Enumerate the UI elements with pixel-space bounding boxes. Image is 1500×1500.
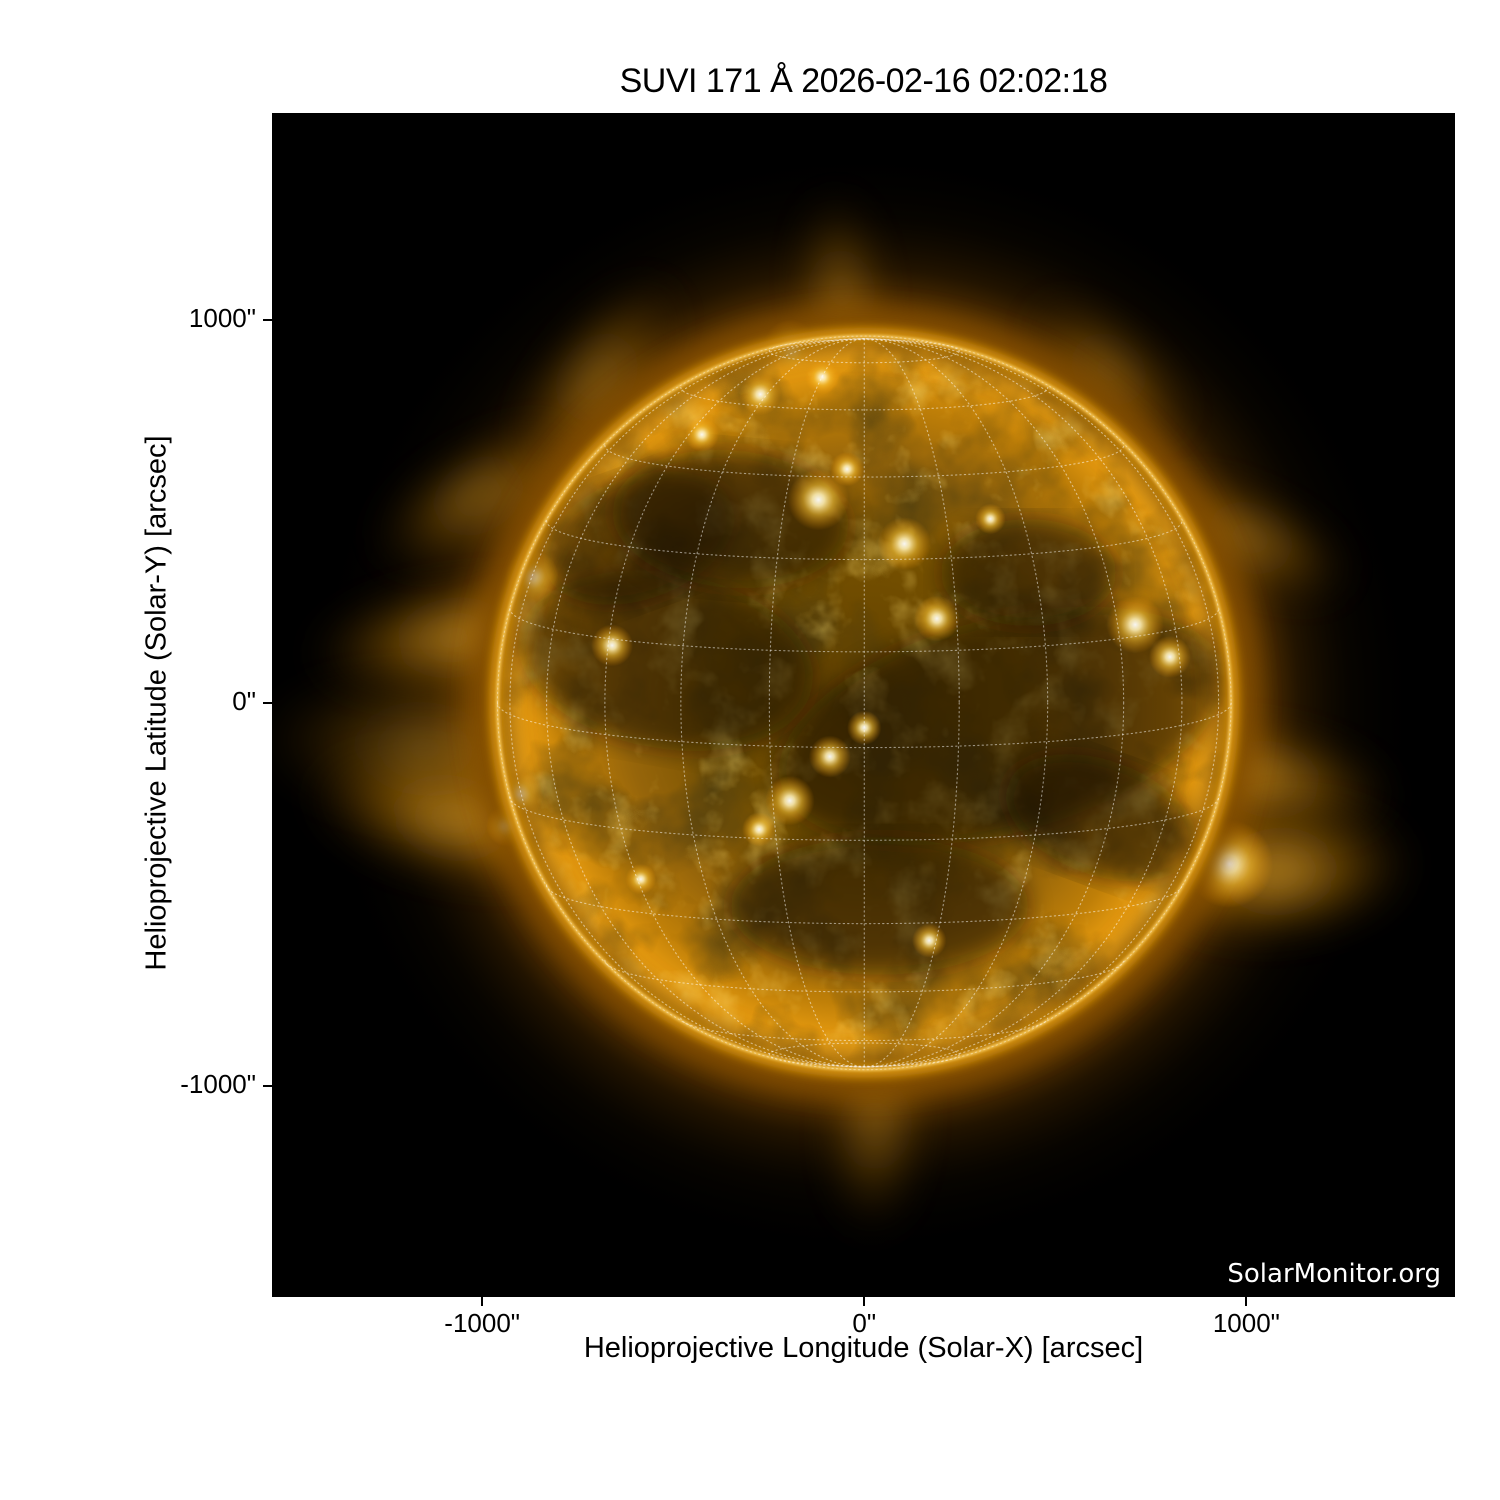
y-tick-mark — [263, 318, 272, 321]
heliographic-grid — [496, 335, 1232, 1071]
x-tick-mark — [481, 1297, 484, 1306]
x-tick-label: -1000" — [444, 1308, 521, 1338]
watermark: SolarMonitor.org — [1227, 1259, 1441, 1289]
y-tick-label: -1000" — [180, 1069, 256, 1100]
y-tick-label: 0" — [232, 685, 256, 716]
x-tick-mark — [863, 1297, 866, 1306]
x-tick-mark — [1245, 1297, 1248, 1306]
x-tick-label: 0" — [852, 1308, 877, 1338]
plot-area: SolarMonitor.org — [272, 113, 1455, 1297]
x-tick-label: 1000" — [1212, 1308, 1280, 1338]
chart-title: SUVI 171 Å 2026-02-16 02:02:18 — [619, 62, 1108, 100]
sun-image — [272, 113, 1455, 1297]
y-tick-mark — [263, 1085, 272, 1088]
y-tick-mark — [263, 701, 272, 704]
x-axis-label: Helioprojective Longitude (Solar-X) [arc… — [583, 1332, 1144, 1364]
y-tick-label: 1000" — [188, 302, 256, 333]
